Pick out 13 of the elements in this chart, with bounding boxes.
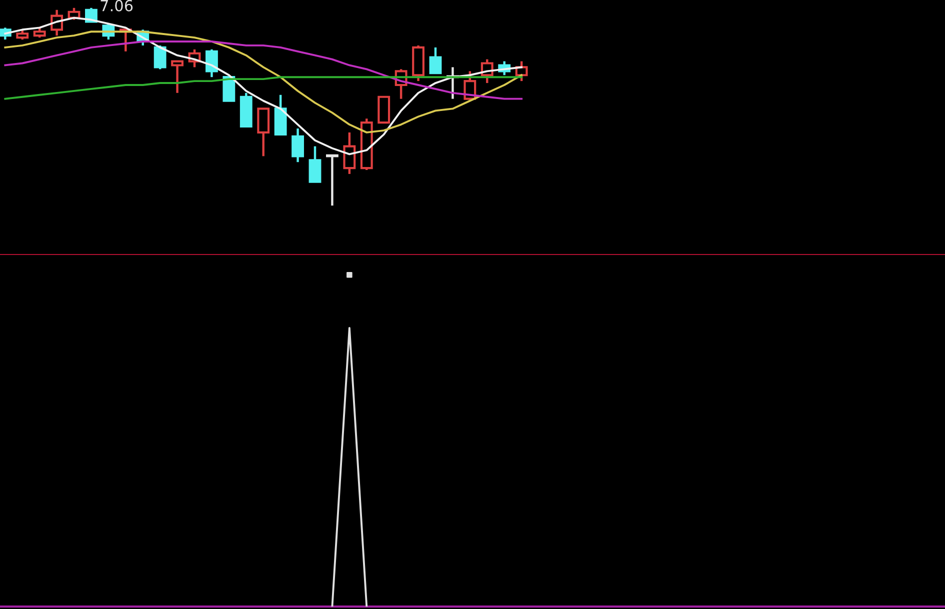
candlestick — [222, 76, 236, 102]
candlestick — [16, 28, 29, 41]
candlestick — [343, 131, 356, 176]
annotation: 7.06 — [100, 0, 133, 12]
candlestick — [33, 26, 46, 39]
candlestick — [308, 145, 322, 183]
candlestick — [154, 44, 166, 70]
candlestick — [206, 48, 218, 78]
candlestick — [429, 46, 442, 74]
candlestick — [292, 127, 304, 164]
candlestick — [171, 60, 184, 94]
candlestick — [326, 154, 338, 207]
candlestick — [257, 108, 270, 158]
